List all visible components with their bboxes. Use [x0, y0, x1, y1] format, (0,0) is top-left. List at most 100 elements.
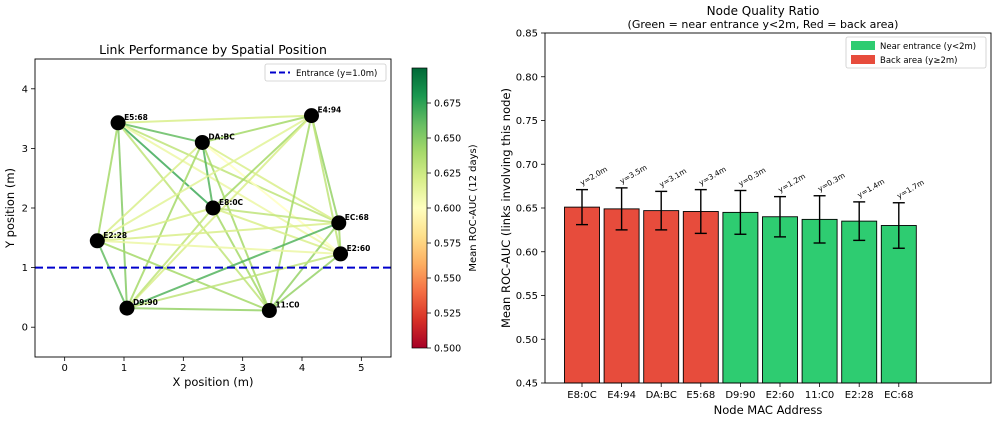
network-node-label: 11:C0 [275, 301, 299, 310]
network-x-tick-label: 4 [299, 363, 305, 374]
bar-y-tick-label: 0.45 [516, 379, 538, 390]
bar-x-tick-label: E2:28 [845, 390, 874, 401]
bar-y-tick-label: 0.50 [516, 335, 538, 346]
network-y-tick-label: 0 [22, 323, 28, 334]
bar-y-tick-label: 0.70 [516, 160, 538, 171]
network-link [97, 221, 339, 242]
bar-legend-swatch [851, 55, 875, 64]
network-node-label: E2:60 [347, 244, 371, 253]
network-link [126, 221, 340, 310]
bar-x-tick-label: 11:C0 [805, 390, 834, 401]
bar [762, 216, 798, 384]
network-x-tick-label: 2 [180, 363, 186, 374]
bar-title: Node Quality Ratio [707, 4, 820, 18]
network-node [205, 200, 221, 216]
bar-value-label: y=2.0m [579, 165, 609, 188]
network-link [201, 142, 271, 311]
network-link [201, 141, 340, 224]
colorbar-tick-label: 0.650 [434, 134, 461, 145]
network-node [303, 108, 319, 124]
network-link [118, 114, 312, 124]
entrance-legend-label: Entrance (y=1.0m) [296, 69, 377, 79]
network-node [194, 134, 210, 150]
bar [841, 220, 878, 384]
network-link [117, 121, 203, 144]
network-link [126, 307, 270, 312]
network-y-tick-label: 3 [22, 144, 28, 155]
network-link [126, 142, 204, 309]
bar-x-tick-label: E5:68 [686, 390, 715, 401]
colorbar-tick-label: 0.600 [434, 204, 461, 215]
network-x-tick-label: 3 [239, 363, 245, 374]
network-link [117, 122, 214, 209]
bar-x-tick-label: DA:BC [646, 390, 677, 401]
network-node-label: E2:28 [103, 231, 127, 240]
colorbar-tick-label: 0.525 [434, 309, 461, 320]
network-link [126, 252, 341, 310]
bar-y-ticks: 0.45 0.50 0.55 0.60 0.65 0.70 0.75 0.80 0.85 [516, 29, 545, 390]
network-node-label: EC:68 [345, 213, 369, 222]
network-node-label: E4:94 [317, 106, 341, 115]
bar-value-label: y=3.1m [658, 166, 688, 189]
colorbar-tick-label: 0.675 [434, 99, 461, 110]
bar-x-axis-label: Node MAC Address [714, 403, 823, 417]
bar-legend-label: Near entrance (y<2m) [880, 42, 976, 52]
bar [801, 218, 838, 384]
bar [722, 211, 759, 384]
bar-x-tick-label: EC:68 [884, 390, 913, 401]
bar-x-tick-label: E8:0C [567, 390, 596, 401]
network-link [202, 114, 312, 144]
network-x-axis-label: X position (m) [173, 375, 254, 389]
bar-y-tick-label: 0.65 [516, 204, 538, 215]
network-node [110, 115, 126, 131]
bar-chart: Node Quality Ratio (Green = near entranc… [499, 4, 992, 417]
colorbar-ramp [411, 67, 428, 349]
bar-subtitle: (Green = near entrance y<2m, Red = back … [628, 18, 899, 31]
network-y-ticks: 0 1 2 3 4 [22, 84, 35, 334]
network-link [126, 207, 214, 309]
bar-y-tick-label: 0.85 [516, 29, 538, 40]
colorbar-tick-label: 0.500 [434, 344, 461, 355]
network-title: Link Performance by Spatial Position [99, 42, 327, 57]
network-node-label: D9:90 [133, 298, 158, 307]
network-link [96, 239, 270, 312]
bar-value-label: y=1.4m [856, 177, 886, 200]
bar-legend-label: Back area (y≥2m) [880, 56, 957, 66]
bar-y-tick-label: 0.80 [516, 72, 538, 83]
bar-value-label: y=1.7m [895, 178, 925, 201]
network-links [96, 114, 342, 312]
network-link [117, 121, 342, 255]
bar-x-tick-label: E2:60 [766, 390, 795, 401]
network-link [212, 114, 313, 209]
network-node-label: E5:68 [124, 113, 148, 122]
bar [603, 208, 640, 384]
network-node [333, 246, 349, 262]
bar [564, 206, 600, 384]
bar-value-label: y=0.3m [737, 165, 767, 188]
bar-legend: Near entrance (y<2m) Back area (y≥2m) [845, 36, 987, 69]
bar [643, 210, 680, 384]
network-y-tick-label: 4 [22, 84, 28, 95]
bars: y=2.0m E8:0C y=3.5m E4:94 y=3.1m DA:BC y=3.4m E… [564, 163, 926, 401]
network-x-tick-label: 5 [358, 363, 364, 374]
colorbar-tick-label: 0.575 [434, 239, 461, 250]
network-link [117, 122, 128, 309]
colorbar-tick-label: 0.550 [434, 274, 461, 285]
network-link [96, 141, 204, 242]
bar-value-label: y=1.2m [777, 172, 807, 195]
network-link [96, 122, 120, 241]
network-y-tick-label: 1 [22, 263, 28, 274]
bar-y-tick-label: 0.55 [516, 291, 538, 302]
bar-legend-swatch [851, 41, 875, 50]
bar [880, 225, 917, 384]
network-link [212, 207, 339, 224]
network-legend-box [264, 63, 387, 82]
bar-legend-box [845, 36, 987, 69]
bar-y-axis-label: Mean ROC-AUC (links involving this node) [499, 88, 513, 328]
bar-plot-frame [544, 32, 992, 384]
network-node [331, 215, 347, 231]
network-link [268, 253, 342, 312]
bar-value-label: y=0.3m [816, 171, 846, 194]
network-node [119, 300, 135, 316]
network-chart: Link Performance by Spatial Position E5:… [3, 42, 479, 389]
